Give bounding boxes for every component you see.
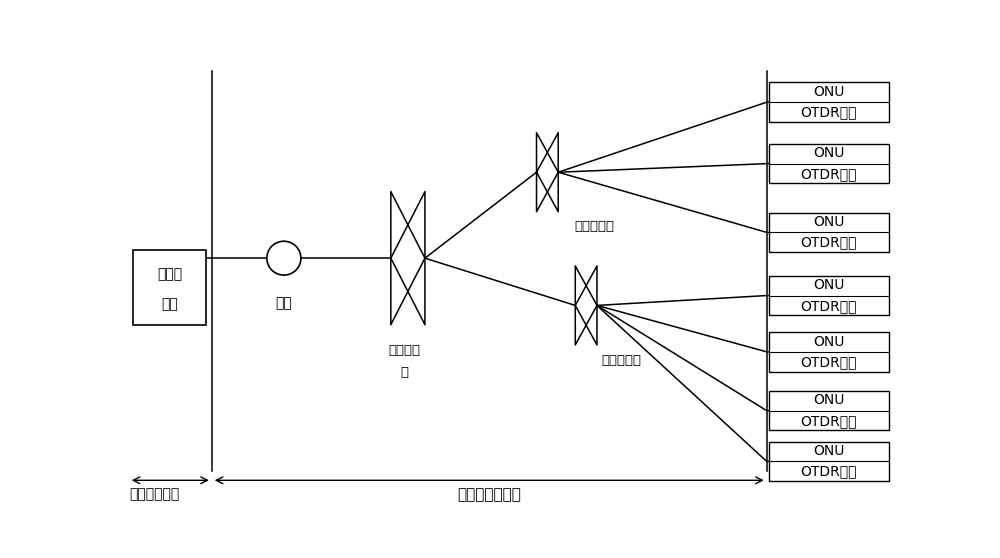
- Text: 一级分光: 一级分光: [388, 344, 420, 357]
- Bar: [133, 249, 206, 325]
- Text: ONU: ONU: [813, 146, 844, 160]
- Text: ONU: ONU: [813, 335, 844, 349]
- Bar: [769, 276, 889, 315]
- Text: 光线路: 光线路: [157, 267, 182, 281]
- Text: ONU: ONU: [813, 215, 844, 229]
- Text: 二级分光器: 二级分光器: [602, 354, 642, 367]
- Text: OTDR模块: OTDR模块: [800, 465, 857, 479]
- Bar: [769, 213, 889, 252]
- Ellipse shape: [267, 241, 301, 275]
- Text: 二级分光器: 二级分光器: [574, 220, 614, 233]
- Text: 光纤: 光纤: [276, 296, 292, 310]
- Text: 器: 器: [400, 367, 408, 379]
- Text: OTDR模块: OTDR模块: [800, 167, 857, 181]
- Text: 运营商中心局: 运营商中心局: [129, 487, 179, 501]
- Text: OTDR模块: OTDR模块: [800, 105, 857, 119]
- Text: ONU: ONU: [813, 278, 844, 292]
- Bar: [769, 391, 889, 430]
- Text: ONU: ONU: [813, 85, 844, 99]
- Bar: [769, 441, 889, 481]
- Text: 终端: 终端: [161, 297, 178, 311]
- Text: ONU: ONU: [813, 393, 844, 407]
- Text: 无源光分配网络: 无源光分配网络: [457, 487, 521, 502]
- Text: OTDR模块: OTDR模块: [800, 414, 857, 428]
- Bar: [769, 332, 889, 372]
- Text: OTDR模块: OTDR模块: [800, 355, 857, 369]
- Bar: [769, 83, 889, 122]
- Text: OTDR模块: OTDR模块: [800, 299, 857, 313]
- Bar: [769, 144, 889, 184]
- Text: ONU: ONU: [813, 444, 844, 458]
- Text: OTDR模块: OTDR模块: [800, 235, 857, 249]
